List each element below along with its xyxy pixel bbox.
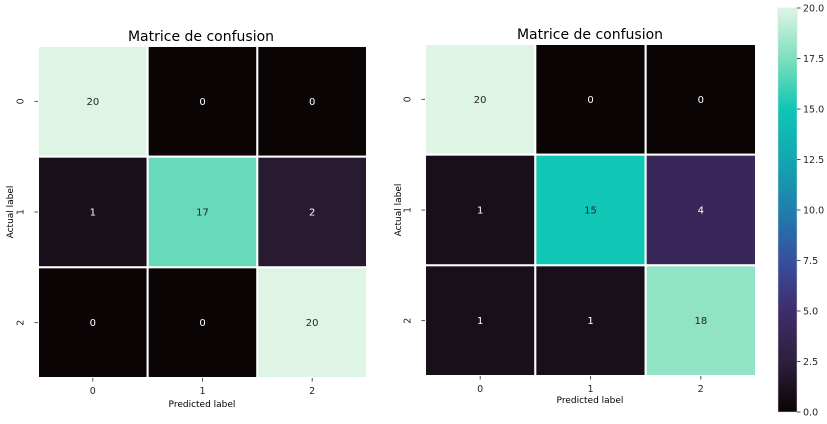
cell-1-0-value: 1 — [477, 206, 483, 217]
cell-0-2-value: 0 — [698, 95, 704, 106]
x-axis-label: Predicted label — [169, 400, 236, 410]
y-tick-label: 1 — [16, 209, 27, 215]
chart-title: Matrice de confusion — [517, 27, 663, 43]
colorbar-tick-label: 12.5 — [803, 155, 824, 166]
x-tick-label: 0 — [477, 384, 483, 395]
cell-2-0-value: 1 — [477, 316, 483, 327]
y-tick-label: 2 — [403, 318, 414, 324]
cell-0-2 — [256, 45, 369, 158]
x-tick-label: 0 — [90, 386, 96, 397]
colorbar-tick-label: 2.5 — [803, 357, 818, 368]
x-tick-label: 1 — [587, 384, 593, 395]
heatmap-cells: 20 0 01 15 41 1 18 — [424, 43, 758, 378]
x-tick-label: 1 — [199, 386, 205, 397]
confusion-matrix-left: Matrice de confusion 20 0 01 17 20 0 20 0 1 2012… — [6, 29, 369, 410]
cell-1-2 — [256, 155, 369, 269]
cell-1-1 — [534, 153, 647, 267]
cell-2-2 — [644, 264, 758, 378]
cell-0-1-value: 0 — [587, 95, 593, 106]
cell-1-1-value: 17 — [196, 208, 209, 219]
colorbar-gradient — [777, 7, 798, 413]
cell-2-1 — [534, 264, 647, 378]
cell-1-2-value: 2 — [309, 208, 315, 219]
cell-2-0 — [424, 264, 537, 378]
cell-2-0-value: 0 — [90, 318, 96, 329]
colorbar-tick-label: 5.0 — [803, 307, 818, 318]
x-tick-label: 2 — [698, 384, 704, 395]
chart-title: Matrice de confusion — [128, 29, 274, 45]
cell-0-1-value: 0 — [199, 97, 205, 108]
x-tick-label: 2 — [309, 386, 315, 397]
cell-2-2-value: 20 — [306, 318, 319, 329]
colorbar-tick-label: 20.0 — [803, 4, 824, 15]
colorbar-tick-label: 17.5 — [803, 54, 824, 65]
y-tick-label: 2 — [16, 320, 27, 326]
y-axis-label: Actual label — [6, 186, 16, 239]
cell-1-2 — [644, 153, 758, 267]
colorbar-tick-label: 15.0 — [803, 105, 824, 116]
cell-1-1-value: 15 — [584, 206, 597, 217]
colorbar-tick-label: 7.5 — [803, 256, 818, 267]
cell-0-2 — [644, 43, 758, 156]
colorbar: 0.0 2.5 5.0 7.5 10.0 12.5 15.0 17.5 20.0 — [777, 4, 824, 419]
cell-2-1-value: 0 — [199, 318, 205, 329]
cell-2-2-value: 18 — [694, 316, 707, 327]
cell-0-2-value: 0 — [309, 97, 315, 108]
cell-0-0-value: 20 — [86, 97, 99, 108]
cell-2-1 — [146, 266, 259, 380]
cell-0-0 — [37, 45, 149, 158]
colorbar-tick-label: 10.0 — [803, 206, 824, 217]
y-tick-label: 1 — [403, 207, 414, 213]
heatmap-cells: 20 0 01 17 20 0 20 — [37, 45, 369, 380]
cell-0-1 — [146, 45, 259, 158]
cell-1-2-value: 4 — [698, 206, 704, 217]
confusion-matrix-right: Matrice de confusion 20 0 01 15 41 1 18 0 1 2012… — [394, 27, 758, 406]
cell-0-1 — [534, 43, 647, 156]
cell-1-0-value: 1 — [90, 208, 96, 219]
cell-0-0-value: 20 — [474, 95, 487, 106]
y-tick-label: 0 — [403, 96, 414, 102]
cell-2-1-value: 1 — [587, 316, 593, 327]
y-tick-label: 0 — [16, 98, 27, 104]
x-axis-label: Predicted label — [557, 396, 624, 406]
y-axis-label: Actual label — [394, 184, 404, 237]
colorbar-tick-label: 0.0 — [803, 408, 818, 419]
